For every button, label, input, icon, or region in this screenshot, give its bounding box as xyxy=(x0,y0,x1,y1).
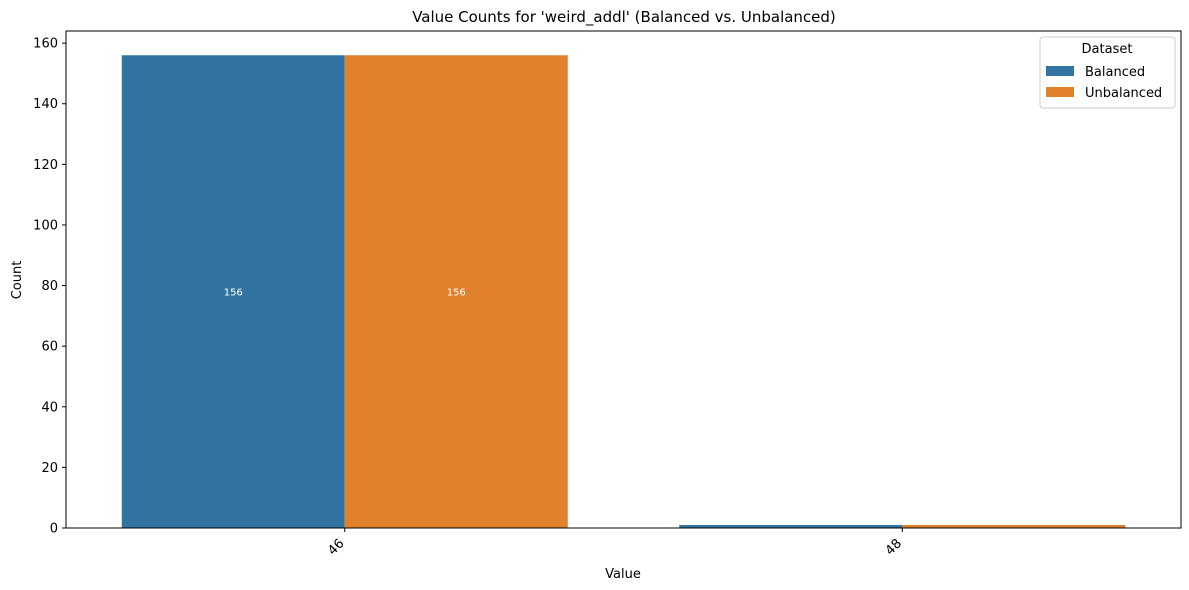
plot-frame xyxy=(65,30,1182,529)
legend-label-balanced: Balanced xyxy=(1085,65,1145,80)
y-axis: 0 20 40 60 80 100 120 140 160 xyxy=(33,37,66,537)
bar-balanced-48 xyxy=(679,524,903,528)
legend-title: Dataset xyxy=(1082,42,1133,57)
chart-title: Value Counts for 'weird_addl' (Balanced … xyxy=(412,8,836,27)
y-axis-title: Count xyxy=(10,261,25,300)
bar-unbalanced-46 xyxy=(344,55,568,529)
legend-swatch-balanced xyxy=(1046,66,1074,76)
y-tick-label: 40 xyxy=(41,400,58,415)
bar-unbalanced-48 xyxy=(902,524,1126,528)
x-axis-title: Value xyxy=(605,567,641,582)
y-tick-label: 140 xyxy=(33,97,58,112)
y-tick-label: 80 xyxy=(41,279,58,294)
legend: Dataset Balanced Unbalanced xyxy=(1039,36,1176,109)
y-tick-label: 160 xyxy=(33,37,58,52)
y-tick-label: 20 xyxy=(41,461,58,476)
x-tick-label: 46 xyxy=(325,536,347,558)
y-tick-label: 100 xyxy=(33,218,58,233)
bar-value-label: 156 xyxy=(447,288,466,299)
x-axis: 46 48 xyxy=(325,528,905,559)
legend-swatch-unbalanced xyxy=(1046,87,1074,97)
bars-layer: 156 156 xyxy=(121,55,1126,529)
y-tick-label: 0 xyxy=(50,522,58,537)
y-tick-label: 60 xyxy=(41,340,58,355)
bar-balanced-46 xyxy=(121,55,345,529)
x-tick-label: 48 xyxy=(883,536,905,558)
y-tick-label: 120 xyxy=(33,158,58,173)
legend-label-unbalanced: Unbalanced xyxy=(1085,86,1162,101)
bar-value-label: 156 xyxy=(224,288,243,299)
